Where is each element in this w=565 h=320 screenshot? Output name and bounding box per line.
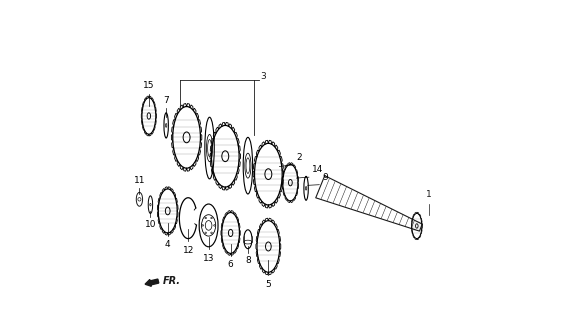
Text: 12: 12	[182, 245, 194, 254]
Text: 9: 9	[323, 172, 328, 181]
Text: 4: 4	[165, 240, 171, 249]
Text: 3: 3	[260, 72, 266, 81]
Text: 6: 6	[228, 260, 233, 269]
Text: 5: 5	[266, 280, 271, 289]
Text: 8: 8	[245, 256, 251, 265]
Text: 11: 11	[134, 176, 145, 186]
FancyArrow shape	[145, 279, 159, 286]
Text: 13: 13	[203, 254, 214, 263]
Text: 1: 1	[426, 190, 432, 199]
Text: FR.: FR.	[162, 276, 180, 286]
Text: 7: 7	[163, 96, 169, 105]
Text: 2: 2	[296, 153, 302, 162]
Text: 15: 15	[143, 81, 155, 90]
Text: 14: 14	[312, 165, 323, 174]
Text: 10: 10	[145, 220, 156, 229]
